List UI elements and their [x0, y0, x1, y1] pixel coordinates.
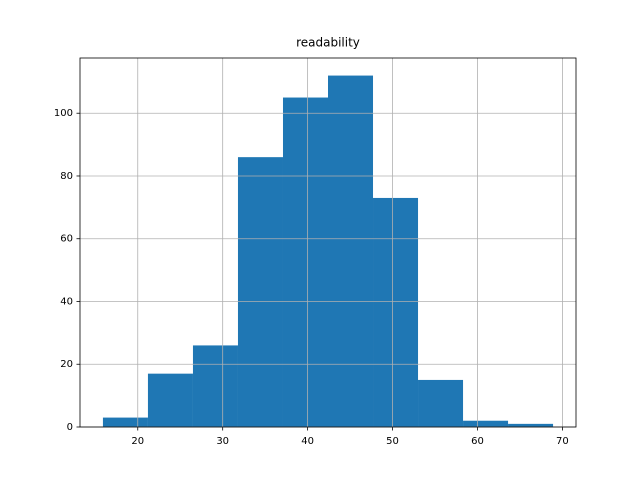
bar: [418, 379, 464, 427]
bar: [282, 97, 328, 428]
x-tick-label: 70: [556, 436, 569, 447]
x-tick-label: 60: [471, 436, 484, 447]
x-tick-label: 40: [301, 436, 314, 447]
y-tick-label: 40: [60, 296, 73, 307]
y-tick-label: 20: [60, 359, 73, 370]
bar: [328, 75, 374, 428]
bar: [192, 345, 238, 427]
y-tick-label: 60: [60, 234, 73, 245]
x-tick-label: 20: [131, 436, 144, 447]
chart-title: readability: [296, 36, 360, 50]
plot-frame: [79, 57, 577, 428]
bar: [147, 373, 193, 427]
bar: [508, 423, 554, 427]
y-tick-label: 0: [67, 422, 73, 433]
bar: [463, 420, 509, 427]
bar: [237, 157, 283, 427]
y-tick-label: 100: [54, 108, 73, 119]
y-tick-label: 80: [60, 171, 73, 182]
x-tick-label: 50: [386, 436, 399, 447]
x-tick-label: 30: [216, 436, 229, 447]
bar: [373, 197, 419, 427]
bar: [102, 417, 148, 427]
